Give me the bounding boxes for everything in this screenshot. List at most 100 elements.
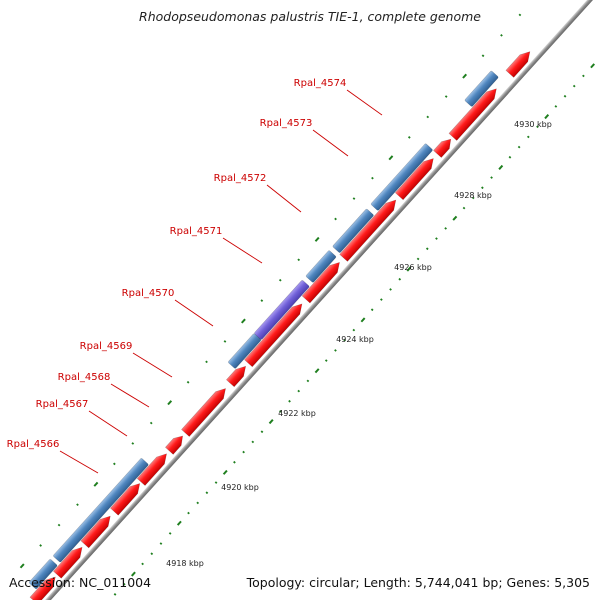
scale-tick	[380, 298, 383, 301]
reverse-gene[interactable]	[53, 458, 149, 563]
scale-tick	[508, 155, 512, 159]
inner-tick	[444, 95, 448, 98]
inner-tick	[93, 481, 99, 487]
gene-leader-line	[346, 89, 383, 116]
tick-label: 4920 kbp	[221, 483, 259, 492]
gene-leader-line	[88, 410, 128, 437]
inner-tick	[223, 340, 227, 343]
forward-gene[interactable]	[394, 155, 437, 201]
forward-gene[interactable]	[433, 136, 455, 158]
scale-tick	[222, 469, 228, 475]
scale-tick	[582, 74, 585, 78]
inner-tick	[407, 136, 411, 139]
inner-tick	[57, 523, 61, 527]
scale-tick	[150, 552, 154, 556]
reverse-gene[interactable]	[370, 143, 433, 211]
inner-tick	[167, 400, 173, 406]
inner-tick	[426, 115, 430, 119]
inner-tick	[39, 544, 42, 547]
reverse-gene[interactable]	[305, 250, 337, 283]
inner-tick	[131, 442, 135, 445]
gene-label[interactable]: Rpal_4568	[58, 372, 111, 383]
scale-tick	[398, 277, 402, 281]
inner-tick	[76, 503, 79, 507]
scale-tick	[517, 145, 521, 149]
reverse-gene[interactable]	[332, 208, 374, 254]
forward-gene[interactable]	[448, 85, 500, 141]
scale-tick	[314, 368, 320, 374]
inner-tick	[205, 360, 208, 364]
scale-tick	[444, 227, 448, 230]
gene-label[interactable]: Rpal_4572	[214, 173, 267, 184]
forward-gene[interactable]	[53, 544, 86, 579]
gene-label[interactable]: Rpal_4569	[80, 341, 133, 352]
scale-tick	[233, 460, 236, 464]
scale-tick	[544, 114, 550, 120]
scale-tick	[425, 247, 429, 251]
tick-label: 4928 kbp	[454, 191, 492, 200]
scale-tick	[389, 288, 392, 291]
forward-gene[interactable]	[301, 259, 343, 304]
forward-gene[interactable]	[181, 385, 229, 437]
scale-tick	[462, 206, 466, 210]
inner-tick	[371, 176, 374, 180]
inner-tick	[240, 318, 246, 324]
inner-tick	[462, 73, 468, 79]
gene-label[interactable]: Rpal_4571	[170, 226, 223, 237]
genome-backbone	[33, 0, 600, 600]
forward-gene[interactable]	[339, 196, 400, 262]
gene-label[interactable]: Rpal_4567	[36, 399, 89, 410]
reverse-gene[interactable]	[29, 559, 58, 589]
gene-leader-line	[312, 129, 349, 157]
scale-tick	[214, 481, 218, 484]
forward-gene[interactable]	[29, 573, 59, 600]
accession-text: Accession: NC_011004	[9, 575, 152, 590]
inner-tick	[113, 462, 116, 466]
gene-leader-line	[110, 383, 150, 408]
forward-gene[interactable]	[226, 363, 249, 388]
forward-gene[interactable]	[80, 513, 114, 549]
scale-tick	[113, 593, 117, 596]
scale-tick	[159, 542, 163, 545]
scale-tick	[452, 215, 458, 221]
inner-tick	[314, 236, 320, 242]
inner-tick	[186, 380, 190, 384]
gene-leader-line	[222, 237, 263, 264]
scale-tick	[242, 450, 245, 454]
scale-tick	[141, 562, 144, 566]
scale-tick	[481, 186, 484, 190]
inner-tick	[19, 563, 25, 569]
scale-tick	[251, 440, 255, 444]
inner-tick	[297, 258, 301, 262]
gene-label[interactable]: Rpal_4566	[7, 439, 60, 450]
forward-gene[interactable]	[165, 432, 186, 455]
gene-leader-line	[174, 299, 214, 327]
inner-tick	[352, 197, 356, 200]
genome-summary: Topology: circular; Length: 5,744,041 bp…	[246, 575, 590, 590]
scale-tick	[122, 582, 126, 586]
scale-tick	[360, 317, 366, 323]
highlighted-gene[interactable]	[254, 280, 310, 340]
inner-tick	[334, 217, 337, 221]
inner-tick	[149, 421, 153, 425]
scale-tick	[324, 359, 328, 362]
gene-label[interactable]: Rpal_4574	[294, 78, 347, 89]
forward-gene[interactable]	[110, 480, 143, 516]
scale-tick	[416, 257, 420, 261]
forward-gene[interactable]	[505, 48, 534, 78]
scale-tick	[370, 308, 374, 312]
page-title: Rhodopseudomonas palustris TIE-1, comple…	[139, 9, 481, 24]
gene-leader-line	[266, 184, 302, 213]
reverse-gene[interactable]	[464, 70, 499, 107]
scale-tick	[268, 419, 274, 425]
gene-label[interactable]: Rpal_4570	[122, 288, 175, 299]
forward-gene[interactable]	[136, 450, 170, 486]
scale-tick	[498, 164, 504, 170]
gene-leader-line	[132, 352, 173, 378]
gene-label[interactable]: Rpal_4573	[260, 118, 313, 129]
forward-gene[interactable]	[244, 300, 305, 368]
scale-tick	[306, 379, 310, 383]
scale-tick	[288, 399, 291, 403]
scale-tick	[406, 266, 412, 272]
